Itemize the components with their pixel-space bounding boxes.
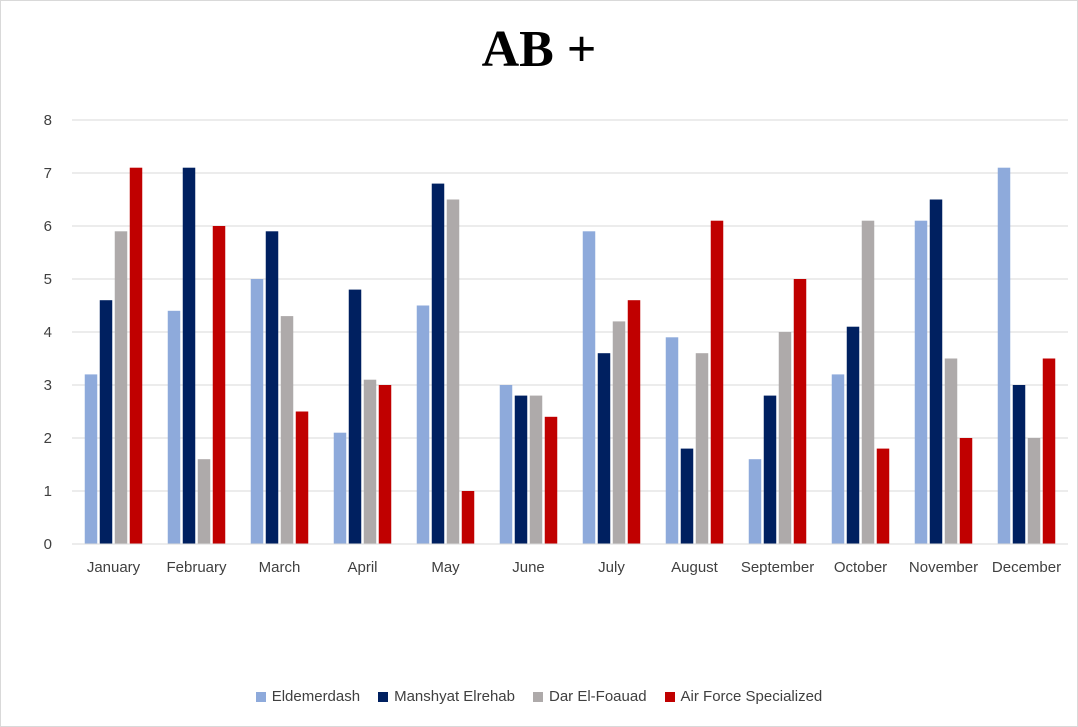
bar <box>748 459 762 544</box>
bar <box>250 279 264 544</box>
legend-label: Air Force Specialized <box>680 688 823 705</box>
x-tick-label: April <box>347 559 377 576</box>
bar <box>959 438 973 544</box>
legend-label: Manshyat Elrehab <box>394 688 515 705</box>
bar <box>99 300 113 544</box>
legend-label: Eldemerdash <box>271 688 361 705</box>
legend: Eldemerdash Manshyat Elrehab Dar El-Foauad… <box>0 688 1078 705</box>
x-tick-label: January <box>87 559 141 576</box>
bar <box>416 305 430 544</box>
x-tick-label: December <box>992 559 1061 576</box>
x-tick-label: February <box>166 559 227 576</box>
bar <box>876 448 890 544</box>
bar <box>997 167 1011 544</box>
legend-item: Air Force Specialized <box>664 688 823 705</box>
legend-item: Dar El-Foauad <box>533 688 647 705</box>
x-tick-label: August <box>671 559 719 576</box>
y-tick-label: 0 <box>44 536 52 553</box>
legend-label: Dar El-Foauad <box>549 688 647 705</box>
y-tick-label: 2 <box>44 430 52 447</box>
bar <box>680 448 694 544</box>
x-tick-label: May <box>431 559 460 576</box>
chart-title: AB + <box>481 21 597 78</box>
bar <box>197 459 211 544</box>
bar <box>461 491 475 544</box>
bar <box>280 316 294 544</box>
bar <box>695 353 709 544</box>
x-tick-label: November <box>909 559 978 576</box>
y-tick-label: 3 <box>44 377 52 394</box>
bar <box>597 353 611 544</box>
legend-swatch <box>664 691 675 702</box>
x-tick-label: March <box>259 559 301 576</box>
bar <box>212 226 226 544</box>
x-tick-label: September <box>741 559 814 576</box>
bar <box>665 337 679 544</box>
x-tick-label: October <box>834 559 887 576</box>
bar <box>114 231 128 545</box>
bar <box>529 395 543 544</box>
bar <box>1027 438 1041 544</box>
bar <box>793 279 807 544</box>
bar <box>182 167 196 544</box>
bar <box>348 289 362 544</box>
bar <box>446 199 460 544</box>
x-tick-label: July <box>598 559 625 576</box>
y-tick-label: 5 <box>44 271 52 288</box>
bar <box>363 379 377 544</box>
bar <box>846 326 860 544</box>
bar <box>129 167 143 544</box>
y-tick-label: 4 <box>44 324 52 341</box>
y-tick-label: 6 <box>44 218 52 235</box>
bar <box>378 385 392 544</box>
bar <box>778 332 792 544</box>
bar <box>265 231 279 545</box>
bar <box>544 416 558 544</box>
bar <box>914 220 928 544</box>
bar <box>1012 385 1026 544</box>
bar <box>499 385 513 544</box>
legend-swatch <box>378 691 389 702</box>
legend-swatch <box>533 691 543 702</box>
bar <box>295 411 309 544</box>
bar <box>612 321 626 544</box>
bar <box>431 183 445 544</box>
y-tick-label: 8 <box>44 112 52 129</box>
bar <box>861 220 875 544</box>
bar <box>831 374 845 544</box>
bar <box>944 358 958 544</box>
x-tick-label: June <box>512 559 545 576</box>
bar <box>167 310 181 544</box>
y-tick-label: 7 <box>44 165 52 182</box>
bar <box>710 220 724 544</box>
legend-item: Manshyat Elrehab <box>378 688 515 705</box>
bar <box>627 300 641 544</box>
bar <box>333 432 347 544</box>
bar <box>84 374 98 544</box>
y-tick-label: 1 <box>44 483 52 500</box>
legend-item: Eldemerdash <box>255 688 361 705</box>
bar <box>514 395 528 544</box>
bar <box>1042 358 1056 544</box>
legend-swatch <box>255 691 266 702</box>
bar <box>763 395 777 544</box>
bar <box>582 231 596 545</box>
bar <box>929 199 943 544</box>
